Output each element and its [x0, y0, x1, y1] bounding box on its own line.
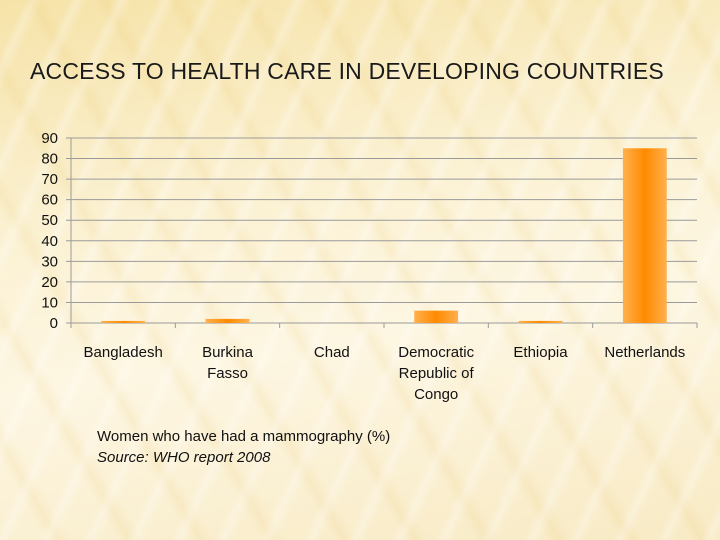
axes	[70, 138, 698, 328]
y-tick-label: 50	[41, 212, 58, 229]
y-tick-label: 60	[41, 192, 58, 209]
x-tick-label: Ethiopia	[513, 344, 568, 361]
bar	[622, 148, 667, 323]
bar	[205, 318, 250, 323]
slide-title: ACCESS TO HEALTH CARE IN DEVELOPING COUN…	[30, 58, 664, 84]
caption-text: Women who have had a mammography (%)	[97, 428, 391, 445]
x-tick-label: Bangladesh	[84, 344, 163, 361]
bar	[101, 320, 146, 323]
y-tick-label: 80	[41, 151, 58, 168]
y-tick-label: 0	[50, 315, 58, 332]
y-tick-label: 70	[41, 171, 58, 188]
bars	[101, 148, 667, 323]
x-tick-label: Burkina Fasso	[202, 344, 254, 382]
y-tick-label: 30	[41, 253, 58, 270]
chart-caption: Women who have had a mammography (%) Sou…	[97, 426, 390, 468]
bar	[518, 320, 563, 323]
source-text: Source: WHO report 2008	[97, 449, 271, 466]
gridlines	[66, 137, 697, 324]
x-tick-label: Chad	[314, 344, 350, 361]
y-tick-label: 10	[41, 294, 58, 311]
y-tick-label: 40	[41, 233, 58, 250]
y-tick-label: 90	[41, 130, 58, 147]
x-tick-label: Netherlands	[604, 344, 685, 361]
axis-labels: 0 10 20 30 40 50 60 70 80 90 Bangladesh Burkina Fass…	[41, 130, 685, 403]
y-tick-label: 20	[41, 274, 58, 291]
bar	[414, 310, 459, 323]
x-tick-label: Democratic Republic of Congo	[398, 344, 474, 403]
